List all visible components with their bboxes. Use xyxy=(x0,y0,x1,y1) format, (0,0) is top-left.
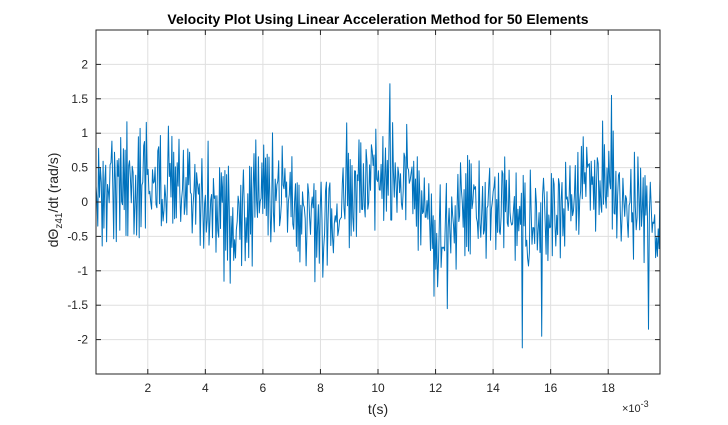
x-tick-label: 14 xyxy=(486,381,500,395)
y-tick-label: -1 xyxy=(77,264,88,278)
chart-title: Velocity Plot Using Linear Acceleration … xyxy=(167,11,588,27)
y-axis-label: dΘz41/dt (rad/s) xyxy=(45,153,65,248)
plot-area xyxy=(95,83,661,349)
x-tick-label: 12 xyxy=(429,381,443,395)
y-label-suffix: /dt (rad/s) xyxy=(45,153,61,213)
x-tick-label: 8 xyxy=(317,381,324,395)
x-tick-label: 2 xyxy=(144,381,151,395)
y-tick-label: -1.5 xyxy=(67,298,88,312)
x-exponent-power: -3 xyxy=(641,399,649,409)
x-tick-label: 10 xyxy=(371,381,385,395)
y-tick-label: 1 xyxy=(81,126,88,140)
x-tick-label: 18 xyxy=(602,381,616,395)
x-axis-exponent: ×10-3 xyxy=(622,399,649,415)
y-tick-label: 0 xyxy=(81,195,88,209)
x-axis-label: t(s) xyxy=(368,401,388,417)
y-tick-label: -0.5 xyxy=(67,229,88,243)
y-tick-label: 2 xyxy=(81,57,88,71)
y-tick-label: 0.5 xyxy=(71,161,88,175)
axis-ticks: 2 4 6 8 10 12 14 16 18 2 1.5 1 0.5 0 -0.5 -1 -1.5 -2 xyxy=(67,30,660,395)
x-exponent-base: ×10 xyxy=(622,403,641,415)
y-label-subscript: z41 xyxy=(54,212,65,229)
x-tick-label: 4 xyxy=(202,381,209,395)
y-tick-label: 1.5 xyxy=(71,92,88,106)
y-label-prefix: dΘ xyxy=(45,229,61,248)
x-tick-label: 6 xyxy=(260,381,267,395)
x-tick-label: 16 xyxy=(544,381,558,395)
y-tick-label: -2 xyxy=(77,333,88,347)
velocity-series-line xyxy=(95,83,661,349)
